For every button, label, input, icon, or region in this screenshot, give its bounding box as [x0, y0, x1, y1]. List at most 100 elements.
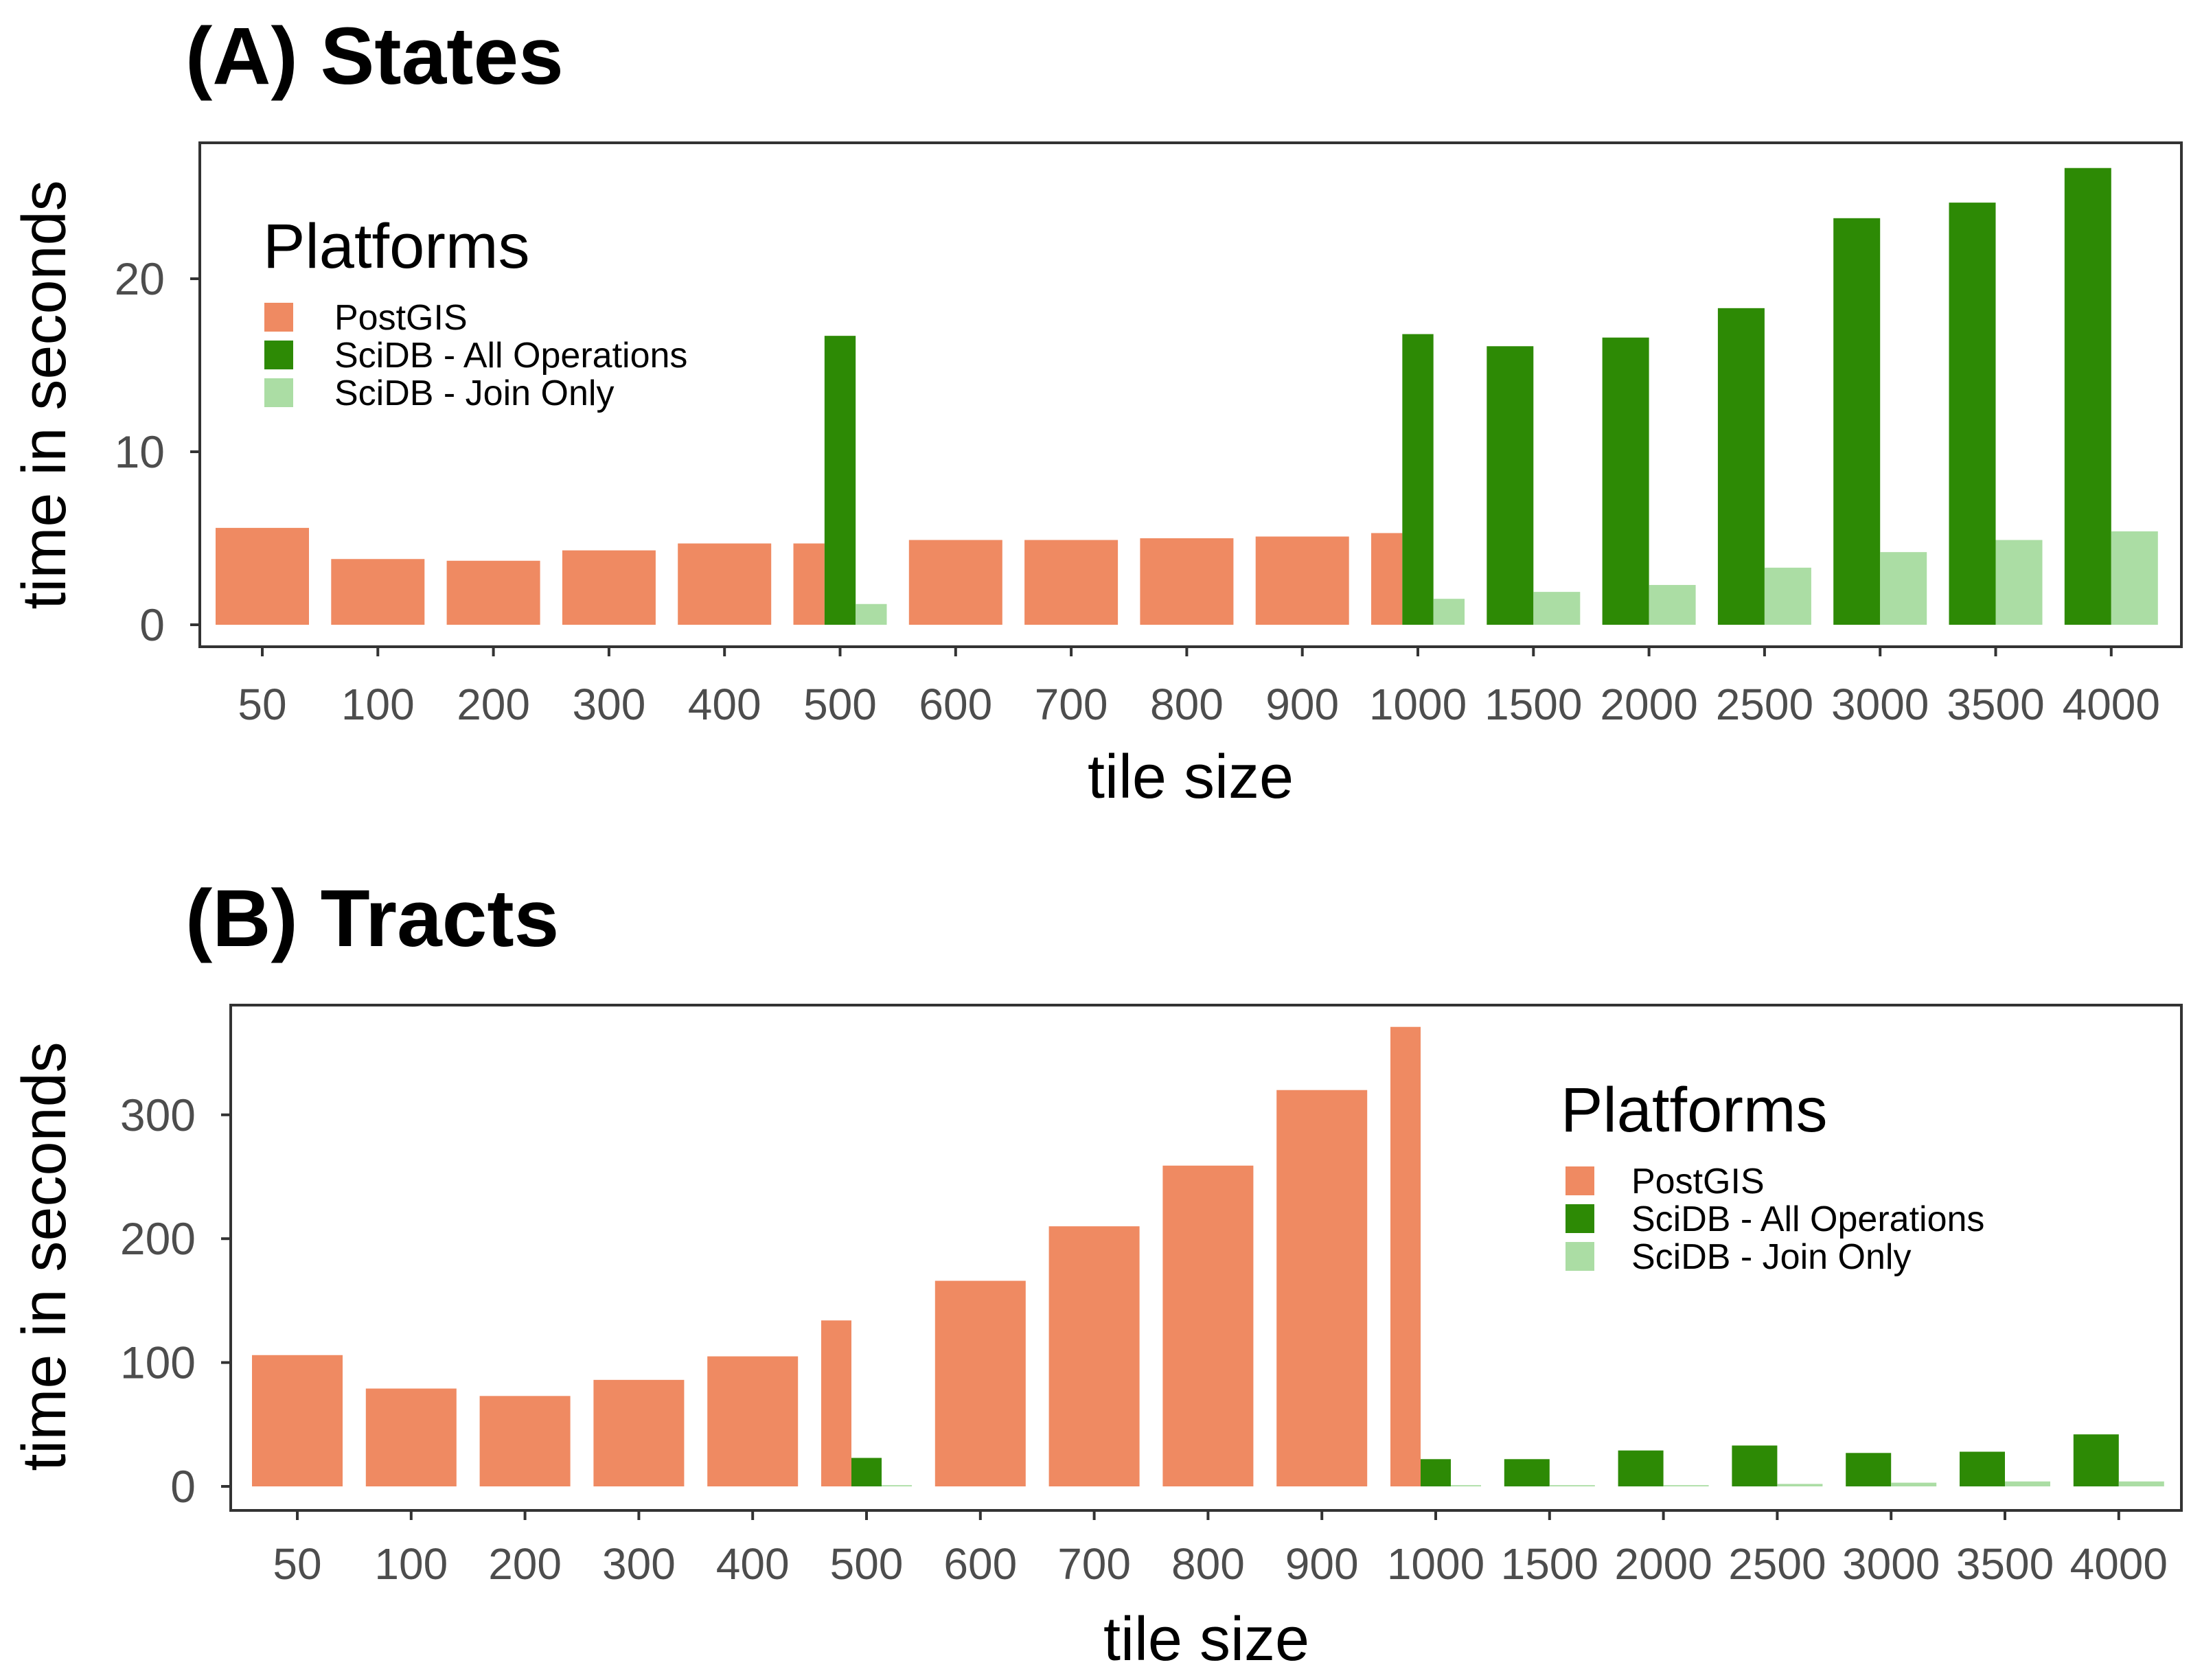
bar-postgis-600 — [908, 540, 1002, 625]
x-tick-label: 2500 — [1716, 680, 1813, 729]
chart-panel-1: (B) Tracts 0 100 200 300 50 100 200 300 400 500 600… — [10, 873, 2183, 1674]
bar-scidb-join-only-1000 — [1451, 1485, 1481, 1486]
bar-scidb-all-operations-1500 — [1504, 1459, 1550, 1486]
bar-scidb-all-operations-3000 — [1846, 1453, 1892, 1486]
bar-scidb-join-only-500 — [856, 603, 887, 625]
panel-title: (B) Tracts — [185, 873, 559, 964]
panel-title: (A) States — [185, 11, 564, 102]
bar-scidb-all-operations-2000 — [1618, 1450, 1664, 1486]
bar-postgis-500 — [793, 543, 825, 625]
y-tick-label: 0 — [170, 1461, 196, 1512]
y-axis-title: time in seconds — [10, 180, 79, 609]
bar-postgis-600 — [934, 1280, 1026, 1486]
bar-scidb-all-operations-1500 — [1487, 346, 1534, 625]
bar-scidb-join-only-2500 — [1764, 567, 1811, 625]
x-tick-label: 800 — [1150, 680, 1224, 729]
x-tick-label: 3000 — [1842, 1539, 1940, 1589]
bar-scidb-all-operations-2000 — [1602, 337, 1649, 625]
bar-scidb-join-only-4000 — [2111, 531, 2158, 625]
x-tick-label: 500 — [803, 680, 877, 729]
x-tick-label: 1000 — [1387, 1539, 1484, 1589]
x-tick-label: 600 — [943, 1539, 1017, 1589]
bar-scidb-join-only-1500 — [1533, 592, 1581, 625]
legend-key — [1566, 1166, 1594, 1195]
y-tick-label: 200 — [120, 1213, 196, 1264]
bar-postgis-200 — [479, 1396, 571, 1486]
y-tick-label: 10 — [115, 426, 165, 477]
bar-postgis-1000 — [1390, 1026, 1421, 1486]
x-tick-label: 500 — [830, 1539, 904, 1589]
y-tick-label: 20 — [115, 253, 165, 304]
x-tick-label: 800 — [1171, 1539, 1245, 1589]
bar-postgis-100 — [365, 1388, 457, 1486]
legend-key — [264, 378, 293, 407]
x-tick-label: 700 — [1035, 680, 1108, 729]
y-axis-title: time in seconds — [10, 1042, 79, 1471]
x-tick-label: 4000 — [2070, 1539, 2168, 1589]
x-tick-label: 1000 — [1369, 680, 1467, 729]
x-tick-label: 2000 — [1614, 1539, 1712, 1589]
bar-postgis-500 — [821, 1320, 851, 1486]
bar-scidb-join-only-3000 — [1891, 1482, 1937, 1486]
bar-scidb-join-only-500 — [882, 1485, 912, 1486]
x-tick-label: 50 — [273, 1539, 321, 1589]
x-tick-label: 1500 — [1484, 680, 1582, 729]
legend-key — [264, 303, 293, 332]
x-tick-label: 200 — [488, 1539, 562, 1589]
bar-postgis-700 — [1048, 1226, 1140, 1486]
bar-scidb-all-operations-3500 — [1960, 1451, 2005, 1486]
bar-scidb-join-only-3500 — [2005, 1481, 2050, 1486]
bar-postgis-100 — [331, 559, 425, 625]
x-tick-label: 700 — [1057, 1539, 1131, 1589]
bar-scidb-join-only-1500 — [1549, 1485, 1595, 1486]
legend-label: SciDB - All Operations — [334, 336, 687, 376]
bar-scidb-join-only-2000 — [1649, 585, 1696, 625]
x-axis-title: tile size — [1088, 743, 1294, 812]
bar-scidb-all-operations-1000 — [1402, 334, 1434, 625]
bar-scidb-all-operations-3000 — [1833, 218, 1881, 625]
x-axis-title: tile size — [1103, 1605, 1309, 1674]
x-tick-label: 600 — [919, 680, 992, 729]
legend-label: PostGIS — [334, 298, 468, 338]
legend-label: PostGIS — [1631, 1162, 1765, 1201]
x-tick-label: 2500 — [1728, 1539, 1826, 1589]
y-tick-label: 300 — [120, 1090, 196, 1140]
bar-scidb-all-operations-4000 — [2073, 1434, 2119, 1486]
bar-scidb-join-only-1000 — [1433, 599, 1465, 625]
legend-label: SciDB - Join Only — [1631, 1237, 1911, 1277]
bar-scidb-all-operations-500 — [824, 336, 856, 625]
bar-scidb-all-operations-2500 — [1717, 308, 1765, 625]
x-tick-label: 3500 — [1947, 680, 2044, 729]
bar-postgis-700 — [1024, 540, 1119, 625]
legend-key — [264, 341, 293, 369]
x-tick-label: 2000 — [1600, 680, 1697, 729]
x-tick-label: 3000 — [1831, 680, 1929, 729]
bar-postgis-300 — [562, 550, 656, 625]
y-tick-label: 100 — [120, 1337, 196, 1388]
bar-scidb-join-only-4000 — [2118, 1481, 2164, 1486]
bar-scidb-join-only-2000 — [1663, 1485, 1709, 1486]
bar-postgis-800 — [1162, 1165, 1254, 1486]
bar-postgis-50 — [252, 1355, 343, 1486]
x-tick-label: 200 — [457, 680, 530, 729]
bar-postgis-900 — [1276, 1090, 1368, 1486]
bar-scidb-join-only-2500 — [1777, 1484, 1823, 1486]
legend-key — [1566, 1204, 1594, 1233]
bar-postgis-900 — [1255, 536, 1349, 625]
x-tick-label: 900 — [1265, 680, 1339, 729]
legend-label: SciDB - Join Only — [334, 373, 614, 413]
x-tick-label: 3500 — [1956, 1539, 2054, 1589]
legend-label: SciDB - All Operations — [1631, 1199, 1984, 1239]
bar-scidb-all-operations-1000 — [1421, 1459, 1451, 1486]
bar-postgis-50 — [216, 527, 309, 625]
chart-panel-0: (A) States 0 10 20 50 100 200 300 400 500 600 700 80… — [10, 11, 2183, 812]
x-tick-label: 100 — [374, 1539, 448, 1589]
y-tick-label: 0 — [139, 599, 165, 650]
x-tick-label: 50 — [238, 680, 286, 729]
bar-postgis-400 — [678, 543, 772, 625]
bar-scidb-all-operations-3500 — [1949, 203, 1996, 625]
bar-scidb-join-only-3500 — [1995, 540, 2043, 625]
bar-postgis-400 — [707, 1356, 799, 1486]
